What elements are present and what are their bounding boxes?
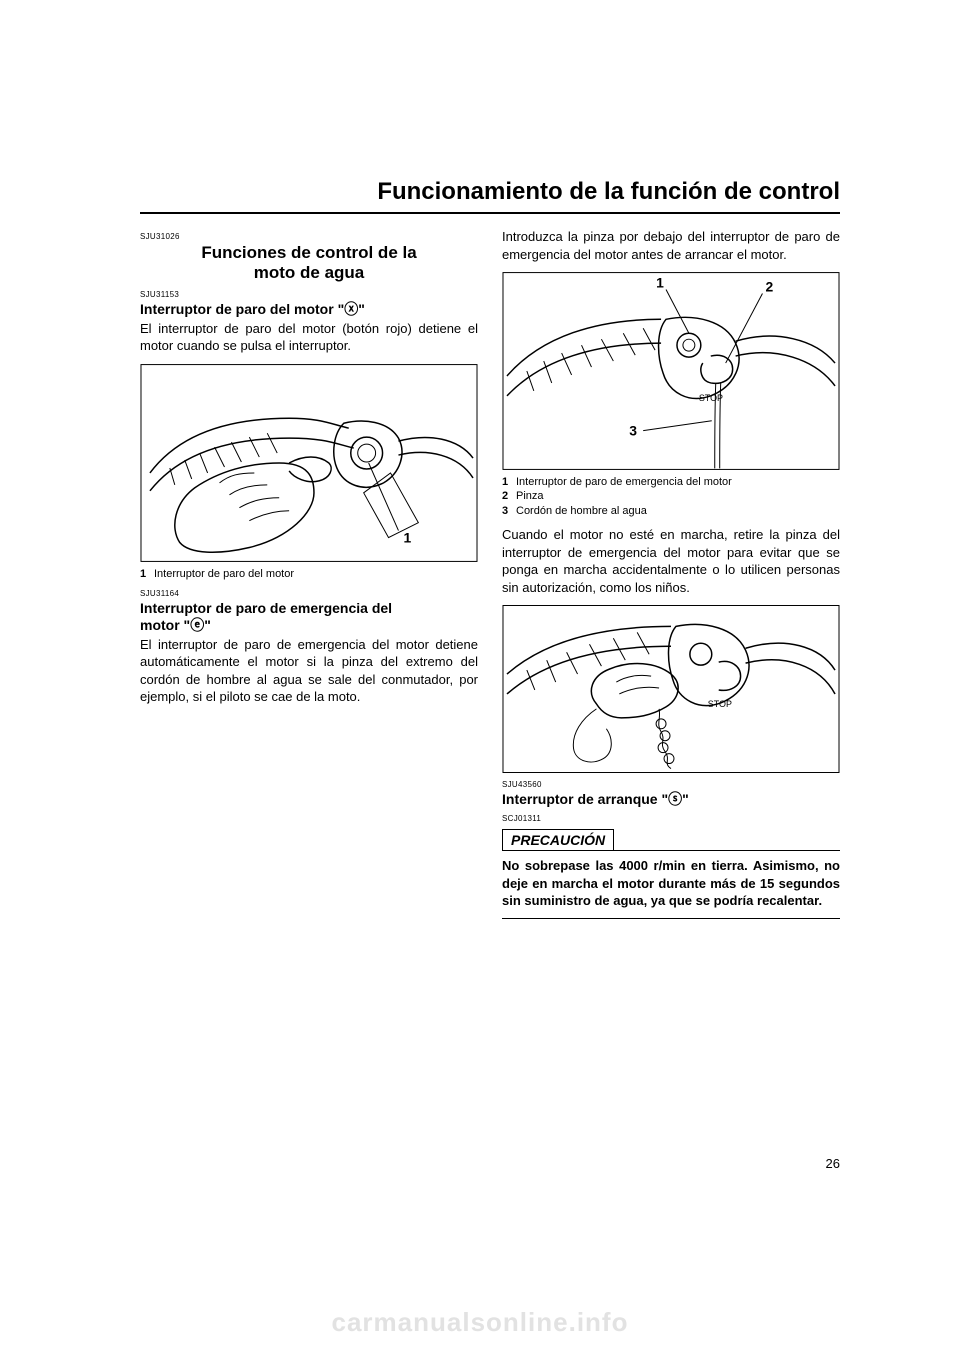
ref-code: SJU43560 bbox=[502, 780, 840, 789]
stop-label: STOP bbox=[699, 393, 723, 403]
caption-item: 2 Pinza bbox=[502, 489, 840, 503]
caption-num: 1 bbox=[140, 567, 150, 581]
figure-label-3: 3 bbox=[629, 423, 637, 439]
caption-num: 3 bbox=[502, 504, 512, 518]
subsection-line2: motor "ⓔ" bbox=[140, 617, 211, 633]
caption-text: Cordón de hombre al agua bbox=[516, 504, 647, 518]
caution-row: PRECAUCIÓN bbox=[502, 827, 840, 851]
left-column: SJU31026 Funciones de control de la moto… bbox=[140, 226, 478, 927]
caution-label: PRECAUCIÓN bbox=[502, 829, 614, 851]
ref-code: SJU31026 bbox=[140, 232, 478, 241]
section-heading-line1: Funciones de control de la bbox=[201, 243, 416, 262]
paragraph: Introduzca la pinza por debajo del inter… bbox=[502, 228, 840, 263]
figure-label-1: 1 bbox=[403, 529, 411, 545]
caption-num: 1 bbox=[502, 475, 512, 489]
figure-stop-switch: 1 bbox=[140, 363, 478, 563]
right-column: Introduzca la pinza por debajo del inter… bbox=[502, 226, 840, 927]
caption-item: 1 Interruptor de paro del motor bbox=[140, 567, 478, 581]
two-column-layout: SJU31026 Funciones de control de la moto… bbox=[140, 226, 840, 927]
ref-code: SJU31153 bbox=[140, 290, 478, 299]
subsection-heading: Interruptor de paro de emergencia del mo… bbox=[140, 600, 478, 634]
subsection-heading: Interruptor de arranque "ⓢ" bbox=[502, 791, 840, 808]
figure-lanyard: STOP bbox=[502, 604, 840, 774]
page-content: Funcionamiento de la función de control … bbox=[140, 178, 840, 927]
page-number: 26 bbox=[140, 1156, 840, 1171]
caption-text: Interruptor de paro del motor bbox=[154, 567, 294, 581]
figure-emergency-switch: STOP 1 2 3 bbox=[502, 271, 840, 471]
caption-text: Interruptor de paro de emergencia del mo… bbox=[516, 475, 732, 489]
paragraph: Cuando el motor no esté en marcha, retir… bbox=[502, 526, 840, 596]
caution-text: No sobrepase las 4000 r/min en tierra. A… bbox=[502, 857, 840, 919]
subsection-line1: Interruptor de paro de emergencia del bbox=[140, 600, 392, 616]
paragraph: El interruptor de paro del motor (botón … bbox=[140, 320, 478, 355]
caption-item: 1 Interruptor de paro de emergencia del … bbox=[502, 475, 840, 489]
figure-label-1: 1 bbox=[656, 275, 664, 291]
caption-item: 3 Cordón de hombre al agua bbox=[502, 504, 840, 518]
ref-code: SCJ01311 bbox=[502, 814, 840, 823]
caption-num: 2 bbox=[502, 489, 512, 503]
page-title: Funcionamiento de la función de control bbox=[140, 178, 840, 214]
section-heading-line2: moto de agua bbox=[254, 263, 365, 282]
stop-label: STOP bbox=[708, 699, 732, 709]
figure-label-2: 2 bbox=[765, 279, 773, 295]
caption-text: Pinza bbox=[516, 489, 544, 503]
section-heading: Funciones de control de la moto de agua bbox=[140, 243, 478, 284]
watermark: carmanualsonline.info bbox=[0, 1307, 960, 1338]
ref-code: SJU31164 bbox=[140, 589, 478, 598]
subsection-heading: Interruptor de paro del motor "ⓧ" bbox=[140, 301, 478, 318]
figure-caption-list: 1 Interruptor de paro del motor bbox=[140, 567, 478, 581]
paragraph: El interruptor de paro de emergencia del… bbox=[140, 636, 478, 706]
figure-caption-list: 1 Interruptor de paro de emergencia del … bbox=[502, 475, 840, 518]
